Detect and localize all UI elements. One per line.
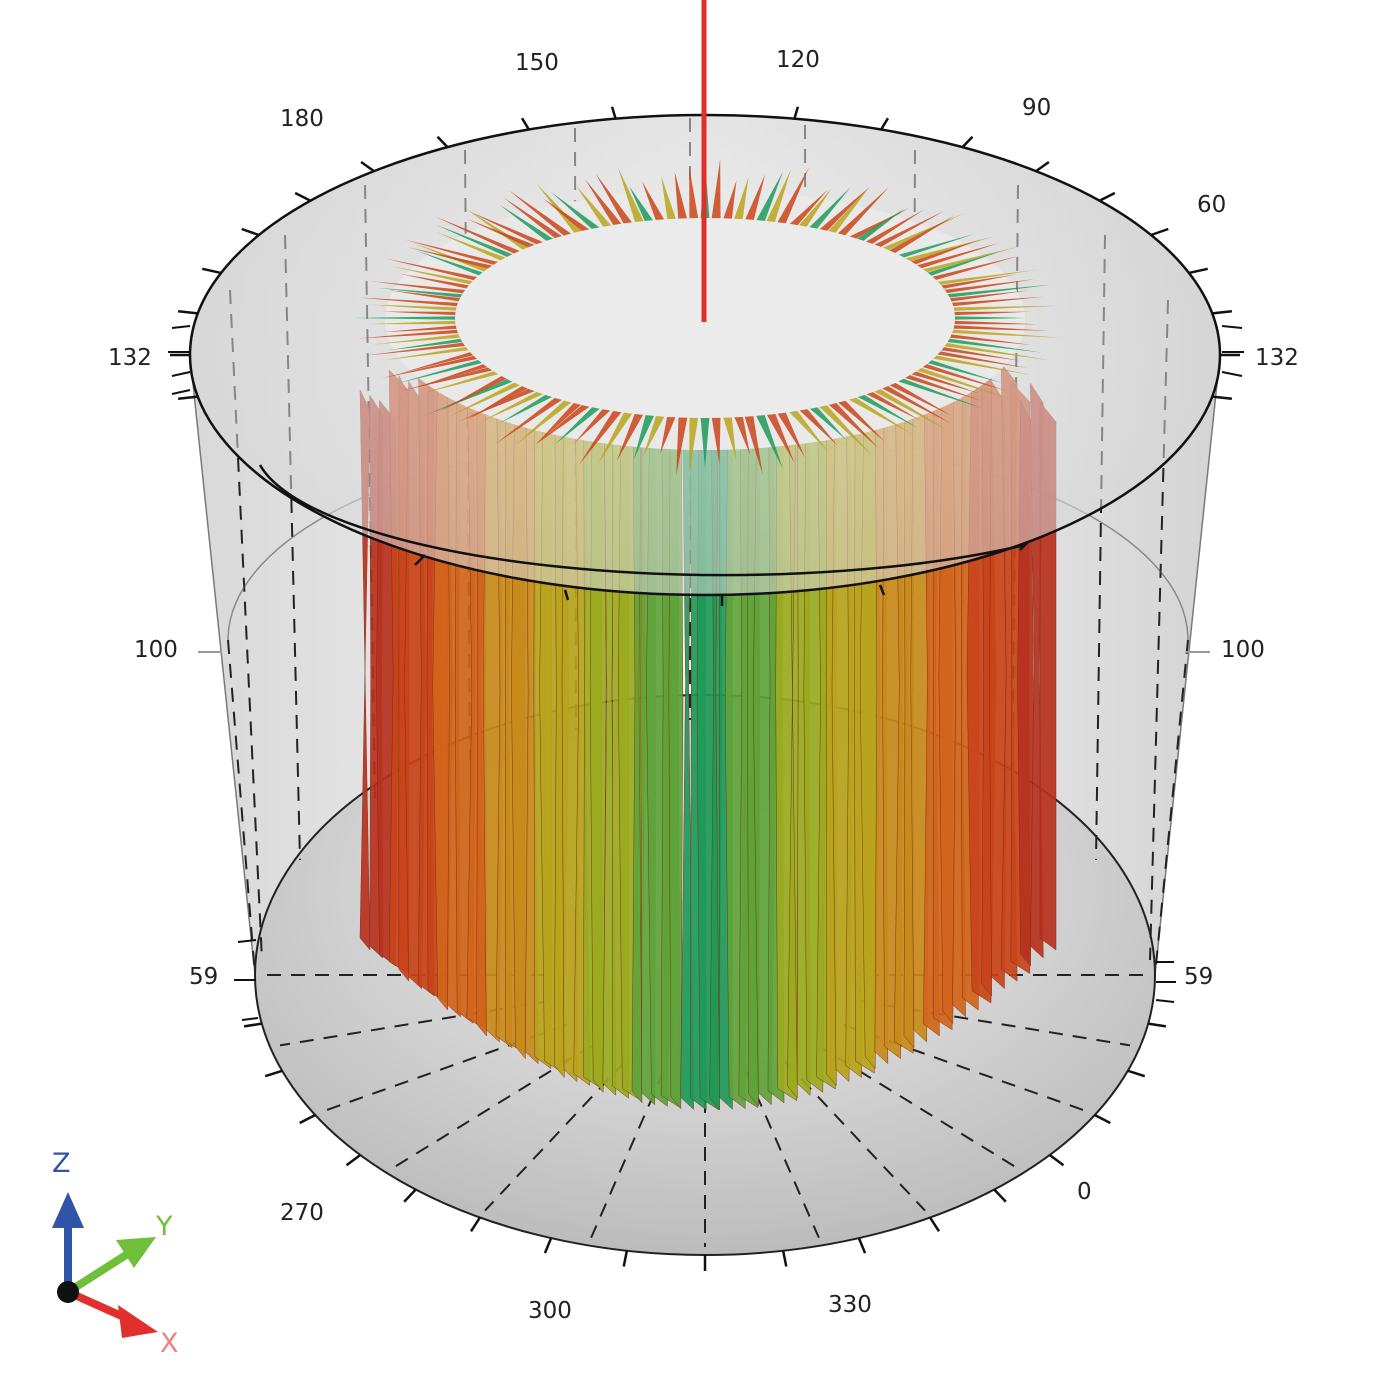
angle-label-300: 300 — [528, 1298, 572, 1324]
y-arrow-icon — [116, 1237, 156, 1268]
angle-label-90: 90 — [1022, 95, 1051, 121]
side-ticks — [168, 325, 1244, 1021]
angle-label-60: 60 — [1197, 192, 1226, 218]
z-axis-label: Z — [52, 1148, 71, 1179]
height-label-left-132: 132 — [108, 345, 152, 371]
cap-ticks — [170, 103, 1240, 401]
angle-label-120: 120 — [776, 47, 820, 73]
angle-label-0: 0 — [1077, 1179, 1092, 1205]
inner-ring-ticks — [414, 541, 1029, 606]
origin-dot — [57, 1281, 79, 1303]
floor-ticks — [243, 1022, 1167, 1271]
angle-label-180: 180 — [280, 106, 324, 132]
angle-label-270: 270 — [280, 1200, 324, 1226]
y-axis-label: Y — [155, 1211, 173, 1242]
z-arrow-icon — [52, 1192, 84, 1228]
height-label-right-132: 132 — [1255, 345, 1299, 371]
height-label-left-100: 100 — [134, 637, 178, 663]
inner-ring-front — [258, 464, 1026, 577]
orientation-axes[interactable]: Z Y X — [52, 1148, 179, 1359]
height-label-left-59: 59 — [189, 964, 218, 990]
angle-label-330: 330 — [828, 1292, 872, 1318]
height-label-right-100: 100 — [1221, 637, 1265, 663]
angle-label-150: 150 — [515, 50, 559, 76]
angle-labels: 150 120 180 90 60 270 0 300 330 — [280, 47, 1226, 1324]
height-labels: 132 132 100 100 59 59 — [108, 345, 1299, 990]
height-label-right-59: 59 — [1184, 964, 1213, 990]
x-axis-label: X — [160, 1328, 179, 1359]
x-arrow-icon — [118, 1305, 158, 1338]
